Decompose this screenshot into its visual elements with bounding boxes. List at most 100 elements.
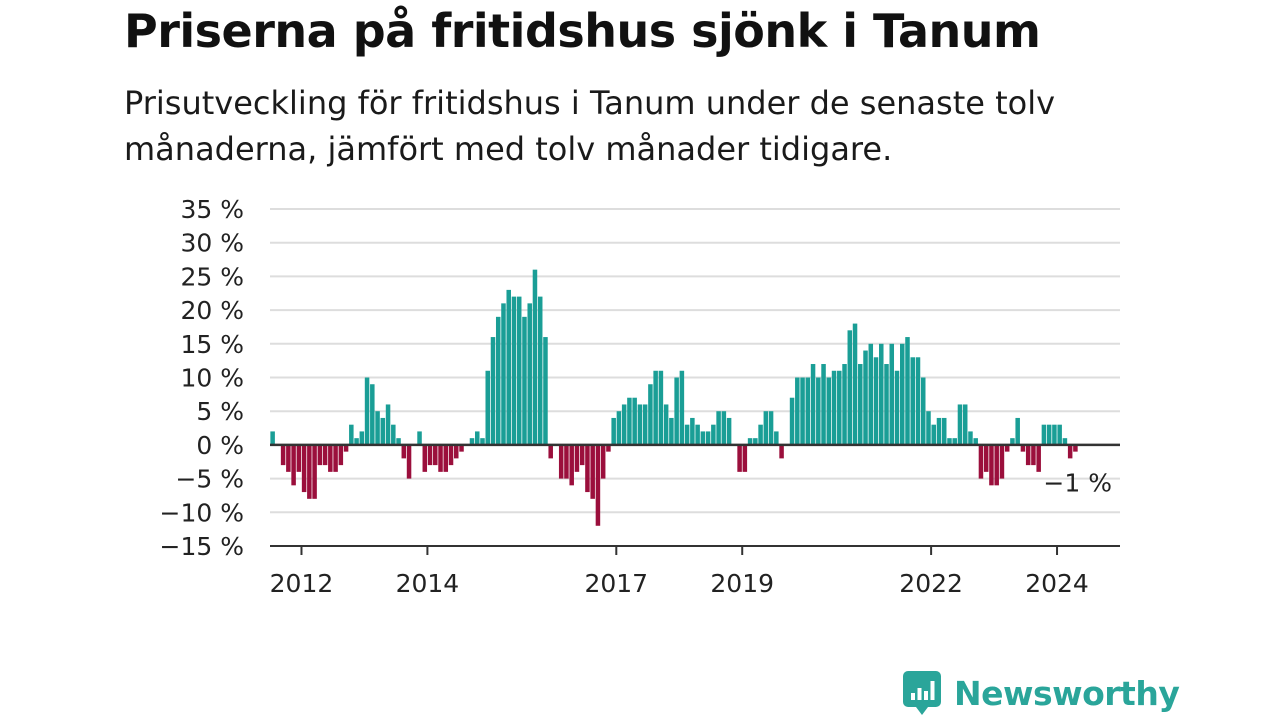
chart-title: Priserna på fritidshus sjönk i Tanum <box>124 4 1041 58</box>
y-tick-label: −15 % <box>160 532 244 561</box>
bar-negative <box>548 444 553 459</box>
bar-positive <box>821 364 826 445</box>
bar-positive <box>506 289 511 445</box>
bar-positive <box>952 438 957 445</box>
bar-negative <box>999 444 1005 479</box>
bar-negative <box>312 444 317 499</box>
bar-positive <box>679 370 685 445</box>
bar-positive <box>842 364 847 445</box>
bar-positive <box>716 411 721 445</box>
bar-positive <box>774 431 779 445</box>
bar-positive <box>370 384 375 445</box>
bar-positive <box>469 438 475 445</box>
y-tick-label: 35 % <box>180 195 244 224</box>
bar-positive <box>926 411 931 445</box>
bar-positive <box>805 377 811 445</box>
bar-negative <box>286 444 291 472</box>
bar-negative <box>1020 444 1026 452</box>
bar-positive <box>968 431 973 445</box>
bar-positive <box>359 431 365 445</box>
y-tick-label: −5 % <box>175 465 244 494</box>
bar-positive <box>1015 417 1020 445</box>
bar-positive <box>621 404 627 445</box>
bar-negative <box>579 444 585 466</box>
bar-negative <box>1036 444 1041 472</box>
bar-positive <box>905 337 910 445</box>
bar-positive <box>947 438 952 445</box>
bar-negative <box>454 444 459 459</box>
bar-positive <box>511 296 517 445</box>
bar-positive <box>711 424 716 445</box>
bar-positive <box>931 424 936 445</box>
bar-positive <box>894 370 900 445</box>
bar-positive <box>768 411 774 445</box>
bar-negative <box>333 444 338 472</box>
bar-positive <box>532 269 538 445</box>
bar-positive <box>973 438 978 445</box>
bar-positive <box>1010 438 1015 445</box>
x-tick-label: 2012 <box>270 569 334 598</box>
bar-negative <box>569 444 574 486</box>
bar-negative <box>585 444 590 493</box>
bar-positive <box>910 357 915 445</box>
x-tick-label: 2019 <box>710 569 774 598</box>
bar-positive <box>810 364 816 445</box>
bar-positive <box>795 377 800 445</box>
bar-positive <box>475 431 480 445</box>
bar-positive <box>1041 424 1047 445</box>
bar-positive <box>417 431 422 445</box>
bar-positive <box>858 364 863 445</box>
y-tick-label: 15 % <box>180 330 244 359</box>
bar-positive <box>889 343 895 445</box>
x-tick-label: 2014 <box>396 569 460 598</box>
bar-negative <box>401 444 407 459</box>
bar-positive <box>1052 424 1057 445</box>
bar-negative <box>994 444 999 486</box>
bar-positive <box>957 404 963 445</box>
bar-positive <box>690 417 695 445</box>
bar-positive <box>900 343 905 445</box>
y-tick-label: 25 % <box>180 262 244 291</box>
bar-positive <box>1046 424 1052 445</box>
newsworthy-brand: Newsworthy <box>902 669 1180 717</box>
x-tick-label: 2017 <box>584 569 648 598</box>
bar-positive <box>800 377 805 445</box>
bar-positive <box>915 357 921 445</box>
bar-positive <box>700 431 706 445</box>
bar-positive <box>480 438 485 445</box>
bar-negative <box>590 444 595 499</box>
bar-positive <box>349 424 354 445</box>
bar-negative <box>438 444 443 472</box>
bar-positive <box>642 404 648 445</box>
y-tick-label: 5 % <box>196 397 244 426</box>
bar-positive <box>354 438 359 445</box>
newsworthy-logo-icon <box>903 671 941 715</box>
bar-negative <box>600 444 606 479</box>
end-value-label: −1 % <box>1043 469 1112 498</box>
bar-negative <box>558 444 564 479</box>
bar-negative <box>338 444 344 466</box>
bar-negative <box>296 444 302 472</box>
bar-positive <box>674 377 679 445</box>
bar-positive <box>658 370 664 445</box>
bar-negative <box>322 444 328 466</box>
bar-negative <box>737 444 742 472</box>
bar-positive <box>485 370 490 445</box>
bar-negative <box>301 444 307 493</box>
bar-negative <box>343 444 349 452</box>
bar-positive <box>611 417 616 445</box>
bar-negative <box>1073 444 1078 452</box>
x-tick-label: 2024 <box>1025 569 1089 598</box>
bar-positive <box>789 397 795 445</box>
bar-negative <box>307 444 312 499</box>
bar-negative <box>595 444 601 526</box>
bar-negative <box>1067 444 1073 459</box>
bar-positive <box>669 417 674 445</box>
bar-negative <box>606 444 611 452</box>
bar-positive <box>826 377 832 445</box>
bar-positive <box>648 384 653 445</box>
bar-positive <box>522 316 527 445</box>
bar-positive <box>385 404 391 445</box>
bar-positive <box>495 316 501 445</box>
